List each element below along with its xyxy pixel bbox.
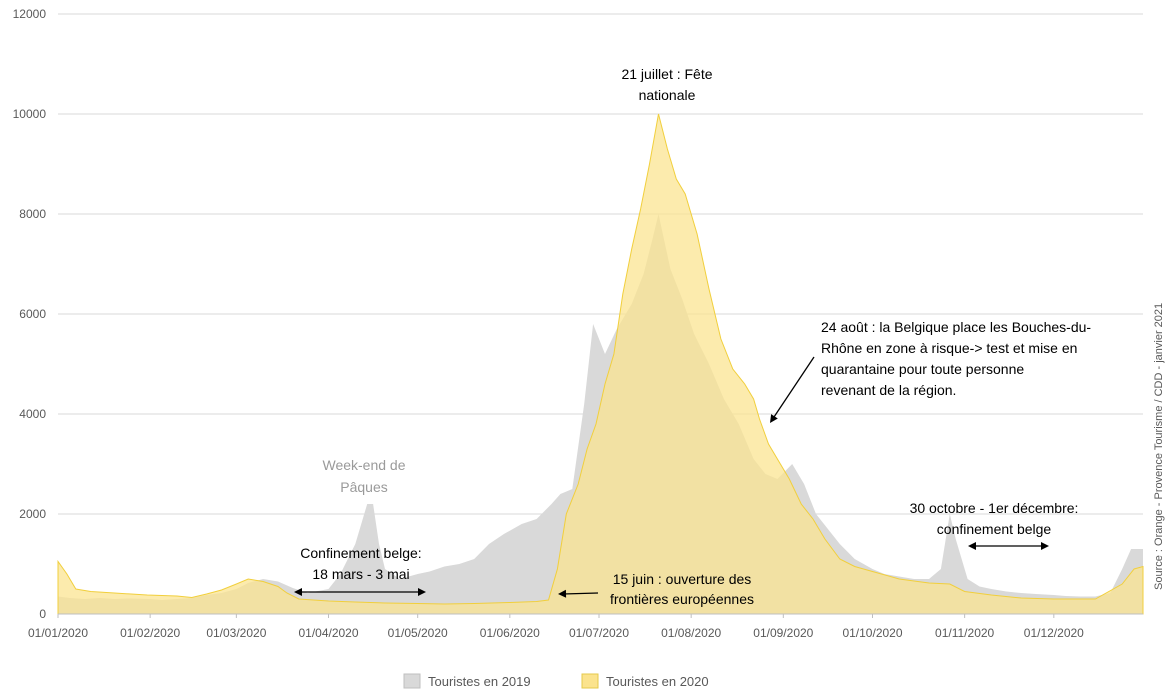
source-note: Source : Orange - Provence Tourisme / CD… [1153,303,1165,590]
arrow-head [558,589,567,598]
arrow-frontieres [562,592,599,595]
y-tick-label: 10000 [13,107,47,121]
y-tick-label: 0 [39,607,46,621]
annotation-fete: nationale [639,87,696,103]
annotation-confinement2: 30 octobre - 1er décembre: [910,500,1079,516]
x-tick-label: 01/07/2020 [569,626,629,640]
y-tick-label: 2000 [19,507,46,521]
x-tick-label: 01/10/2020 [842,626,902,640]
annotation-confinement2: confinement belge [937,521,1052,537]
y-tick-label: 6000 [19,307,46,321]
legend-swatch-1 [403,673,421,689]
arrow-head [968,542,976,550]
legend-swatch-2 [581,673,599,689]
x-tick-label: 01/09/2020 [753,626,813,640]
y-axis: 0 2000 4000 6000 8000 10000 12000 [13,7,47,621]
y-tick-label: 4000 [19,407,46,421]
annotation-arrows [294,356,1049,598]
annotation-belgique: revenant de la région. [821,382,956,398]
legend-label-2: Touristes en 2020 [606,674,709,689]
x-tick-label: 01/03/2020 [206,626,266,640]
annotation-belgique: quarantaine pour toute personne [821,361,1024,377]
y-tick-label: 12000 [13,7,47,21]
arrow-belgique [773,356,815,418]
annotation-fete: 21 juillet : Fête [621,66,712,82]
x-tick-label: 01/08/2020 [661,626,721,640]
x-tick-label: 01/01/2020 [28,626,88,640]
annotations: 21 juillet : Fête nationale Week-end de Pâq… [300,66,1091,607]
annotation-frontieres: frontières européennes [610,591,754,607]
arrow-head [294,588,302,596]
x-tick-label: 01/11/2020 [935,626,994,640]
area-series-2 [57,113,1144,615]
x-tick-label: 01/04/2020 [298,626,358,640]
annotation-belgique: Rhône en zone à risque-> test et mise en [821,340,1077,356]
series-areas [57,113,1144,615]
annotation-paques: Pâques [340,479,387,495]
x-axis: 01/01/2020 01/02/2020 01/03/2020 01/04/2020… [28,614,1084,640]
x-tick-label: 01/05/2020 [388,626,448,640]
arrow-head [418,588,426,596]
arrow-head [1041,542,1049,550]
annotation-paques: Week-end de [322,457,405,473]
legend-label-1: Touristes en 2019 [428,674,531,689]
annotation-confinement1: Confinement belge: [300,545,421,561]
x-tick-label: 01/12/2020 [1024,626,1084,640]
arrow-head [770,414,778,423]
legend: Touristes en 2019 Touristes en 2020 [403,673,709,689]
x-tick-label: 01/06/2020 [480,626,540,640]
annotation-confinement1: 18 mars - 3 mai [312,566,409,582]
y-tick-label: 8000 [19,207,46,221]
annotation-belgique: 24 août : la Belgique place les Bouches-… [821,319,1091,335]
gridlines [58,13,1143,515]
annotation-frontieres: 15 juin : ouverture des [613,571,752,587]
x-tick-label: 01/02/2020 [120,626,180,640]
